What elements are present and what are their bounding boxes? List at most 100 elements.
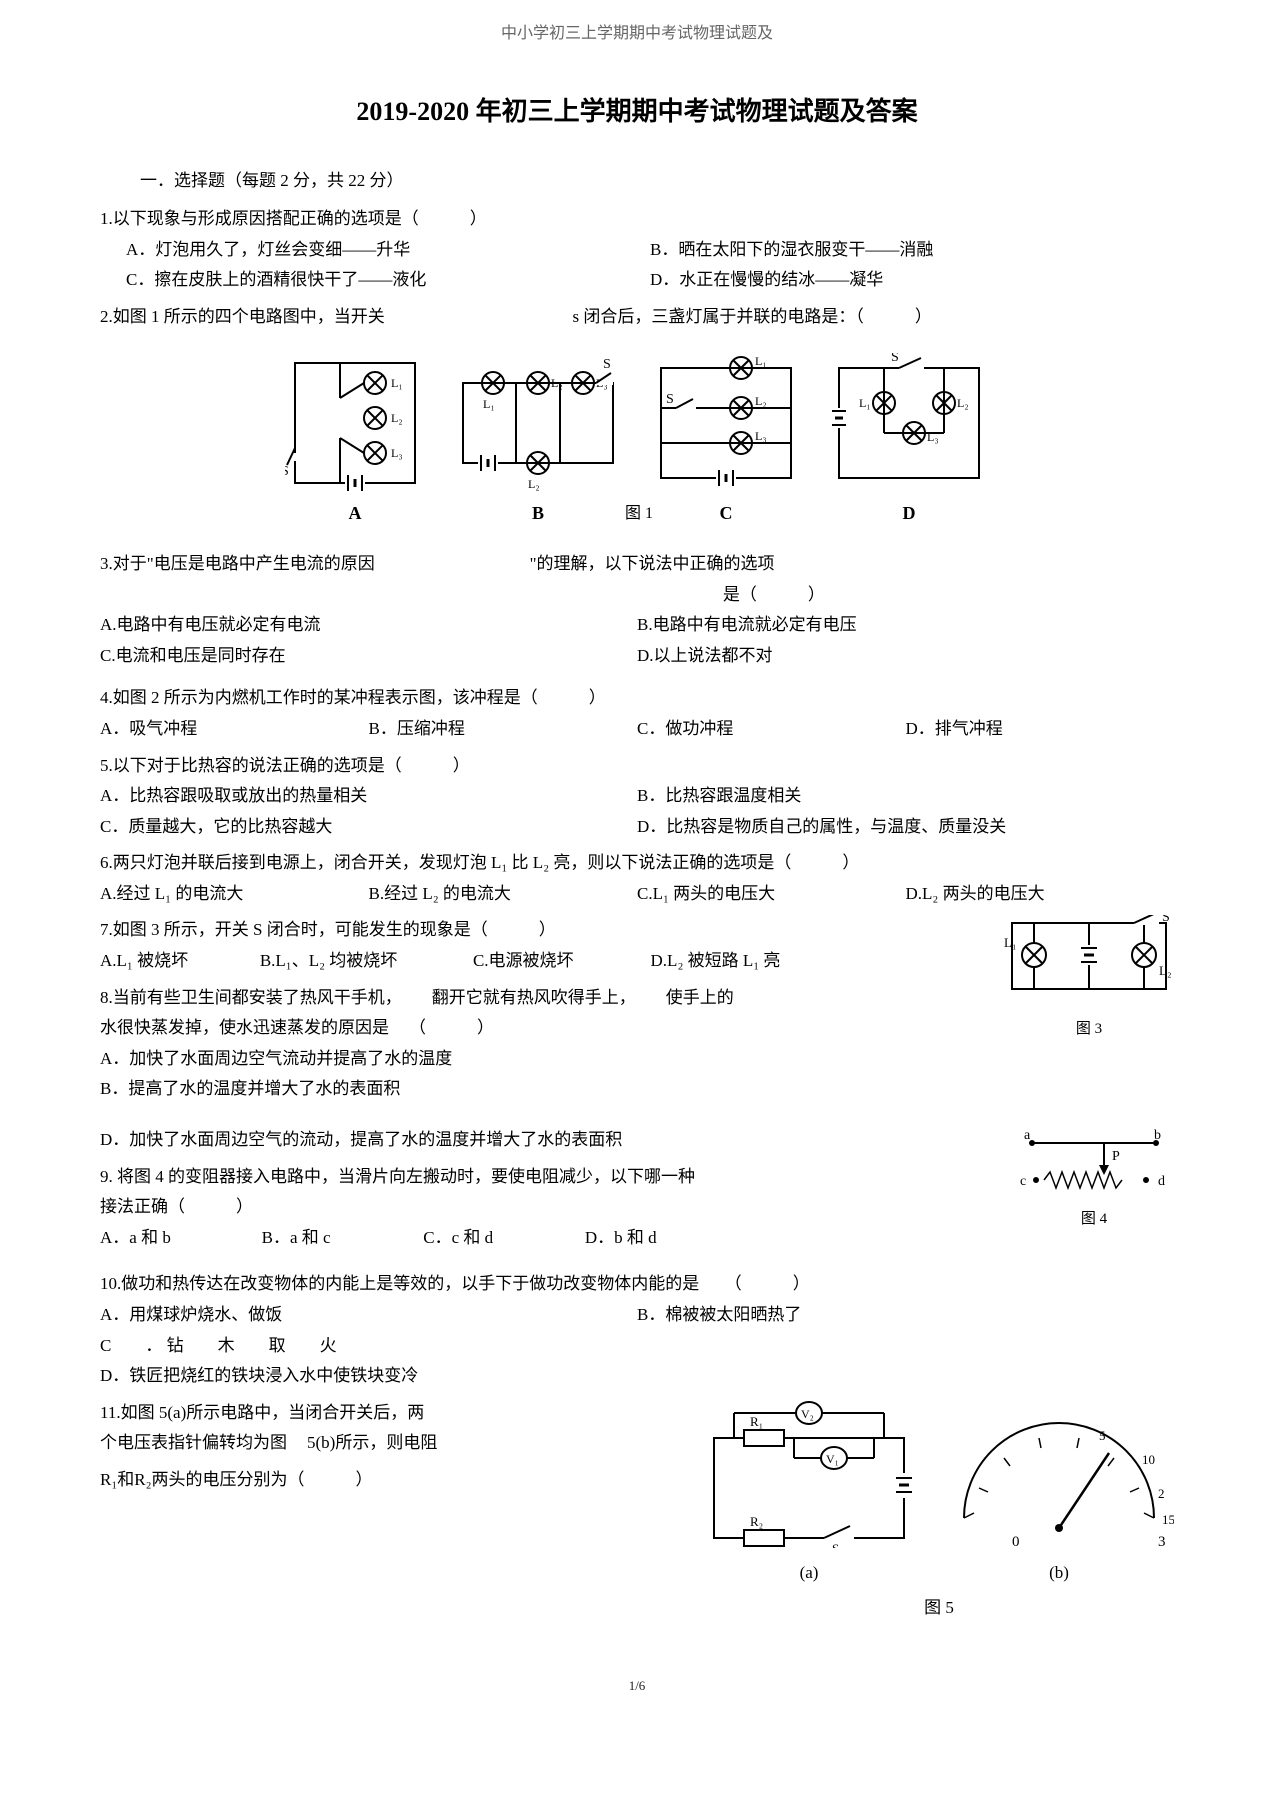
- q3-option-d: D.以上说法都不对: [637, 641, 1174, 672]
- q3-stem-b: "的理解，以下说法中正确的选项: [530, 549, 960, 580]
- q5-option-d: D．比热容是物质自己的属性，与温度、质量没关: [637, 812, 1174, 843]
- circuit-b-label: B: [453, 497, 623, 529]
- figure-1-label: 图 1: [625, 500, 653, 529]
- figure-5b-icon: 5 10 2 15 0 3 (b): [944, 1418, 1174, 1589]
- q6-option-b: B.经过 L₂ 的电流大: [369, 879, 638, 910]
- svg-text:2: 2: [1158, 1486, 1165, 1501]
- q8-stem-d: 水很快蒸发掉，使水迅速蒸发的原因是: [100, 1013, 389, 1044]
- q10-option-d: D．铁匠把烧红的铁块浸入水中使铁块变冷: [100, 1361, 1174, 1392]
- question-3: 3.对于"电压是电路中产生电流的原因 "的理解，以下说法中正确的选项 是（ ） …: [100, 549, 1174, 671]
- q9-option-d: D．b 和 d: [585, 1223, 657, 1254]
- q8-option-d: D．加快了水面周边空气的流动，提高了水的温度并增大了水的表面积: [100, 1125, 1174, 1156]
- q5-stem: 5.以下对于比热容的说法正确的选项是（ ）: [100, 751, 1174, 782]
- q9-stem-a: 9. 将图 4 的变阻器接入电路中，当滑片向左搬动时，要使电阻减少，以下哪一种: [100, 1162, 1174, 1193]
- svg-text:L₃: L₃: [391, 446, 403, 460]
- svg-text:10: 10: [1142, 1452, 1155, 1467]
- question-5: 5.以下对于比热容的说法正确的选项是（ ） A．比热容跟吸取或放出的热量相关 B…: [100, 751, 1174, 843]
- q7-option-d: D.L₂ 被短路 L₁ 亮: [651, 946, 781, 977]
- svg-text:L₃: L₃: [755, 429, 767, 443]
- svg-text:S: S: [832, 1541, 839, 1548]
- svg-text:V₁: V₁: [826, 1452, 839, 1466]
- svg-text:3: 3: [1158, 1534, 1166, 1548]
- figure-5a-icon: V₂ V₁ R₁: [704, 1398, 914, 1589]
- q3-option-b: B.电路中有电流就必定有电压: [637, 610, 1174, 641]
- q7-option-b: B.L₁、L₂ 均被烧坏: [260, 946, 473, 977]
- q4-option-a: A．吸气冲程: [100, 714, 369, 745]
- svg-text:S: S: [666, 392, 674, 407]
- circuit-d-icon: L₁ L₂ L₃ S D: [829, 353, 989, 529]
- q8-stem-e: （ ）: [409, 1013, 494, 1044]
- figure-5: V₂ V₁ R₁: [704, 1398, 1174, 1624]
- svg-text:L₁: L₁: [483, 397, 495, 411]
- q7-option-c: C.电源被烧坏: [473, 946, 651, 977]
- svg-text:a: a: [1024, 1128, 1031, 1143]
- q5-option-a: A．比热容跟吸取或放出的热量相关: [100, 781, 637, 812]
- circuit-a-label: A: [285, 497, 425, 529]
- q2-stem-b: s 闭合后，三盏灯属于并联的电路是：（ ）: [573, 302, 932, 333]
- figure-1: L₁ L₂ L₃ S: [100, 353, 1174, 529]
- svg-text:15: 15: [1162, 1512, 1174, 1527]
- svg-text:L₃: L₃: [927, 430, 939, 444]
- q11-stem-b: 个电压表指针偏转均为图: [100, 1428, 287, 1459]
- circuit-d-label: D: [829, 497, 989, 529]
- q3-stem-a: 3.对于"电压是电路中产生电流的原因: [100, 549, 530, 580]
- svg-text:0: 0: [1012, 1534, 1020, 1548]
- q4-stem: 4.如图 2 所示为内燃机工作时的某冲程表示图，该冲程是（ ）: [100, 683, 1174, 714]
- question-6: 6.两只灯泡并联后接到电源上，闭合开关，发现灯泡 L₁ 比 L₂ 亮，则以下说法…: [100, 848, 1174, 909]
- svg-text:c: c: [1020, 1174, 1026, 1189]
- q6-stem: 6.两只灯泡并联后接到电源上，闭合开关，发现灯泡 L₁ 比 L₂ 亮，则以下说法…: [100, 848, 1174, 879]
- main-title: 2019-2020 年初三上学期期中考试物理试题及答案: [100, 89, 1174, 136]
- q11-stem-c: 5(b)所示，则电阻: [307, 1428, 437, 1459]
- question-10: 10.做功和热传达在改变物体的内能上是等效的，以手下于做功改变物体内能的是 （ …: [100, 1269, 1174, 1391]
- q8-option-d-wrap: D．加快了水面周边空气的流动，提高了水的温度并增大了水的表面积: [100, 1125, 1174, 1156]
- svg-text:L₂: L₂: [755, 394, 767, 408]
- q6-option-c: C.L₁ 两头的电压大: [637, 879, 906, 910]
- figure-4: a b P c d 图 4: [1014, 1125, 1174, 1233]
- q1-option-d: D．水正在慢慢的结冰——凝华: [650, 265, 1174, 296]
- q9-stem-b: 接法正确（ ）: [100, 1192, 1174, 1223]
- svg-text:L₁: L₁: [859, 396, 871, 410]
- figure-3: L₁ L₂ S 图 3: [1004, 915, 1174, 1043]
- svg-text:R₁: R₁: [750, 1414, 763, 1429]
- section-1-label: 一．选择题（每题 2 分，共 22 分）: [140, 166, 1174, 197]
- q7-option-a: A.L₁ 被烧坏: [100, 946, 260, 977]
- q6-option-a: A.经过 L₁ 的电流大: [100, 879, 369, 910]
- q10-option-c-text: 钻 木 取 火: [167, 1336, 337, 1355]
- q8-stem-b: 翻开它就有热风吹得手上，: [432, 983, 636, 1014]
- q3-stem-c: 是（ ）: [723, 580, 1174, 611]
- circuit-b-icon: L₁ L₂ L₃ L₂ S: [453, 353, 623, 529]
- q4-option-b: B．压缩冲程: [369, 714, 638, 745]
- svg-text:d: d: [1158, 1174, 1165, 1189]
- figure-3-label: 图 3: [1004, 1016, 1174, 1043]
- svg-text:V₂: V₂: [801, 1407, 814, 1421]
- q5-option-b: B．比热容跟温度相关: [637, 781, 1174, 812]
- q1-stem: 1.以下现象与形成原因搭配正确的选项是（ ）: [100, 204, 1174, 235]
- q10-option-b: B．棉被被太阳晒热了: [637, 1300, 1174, 1331]
- q1-option-a: A．灯泡用久了，灯丝会变细——升华: [126, 235, 650, 266]
- circuit-c-label: C: [651, 497, 801, 529]
- svg-text:S: S: [1162, 915, 1170, 925]
- figure-5-label: 图 5: [704, 1593, 1174, 1624]
- svg-text:L₂: L₂: [1159, 963, 1171, 978]
- q4-option-d: D．排气冲程: [906, 714, 1175, 745]
- svg-text:L₂: L₂: [957, 396, 969, 410]
- q4-option-c: C．做功冲程: [637, 714, 906, 745]
- q3-option-c: C.电流和电压是同时存在: [100, 641, 637, 672]
- question-1: 1.以下现象与形成原因搭配正确的选项是（ ） A．灯泡用久了，灯丝会变细——升华…: [100, 204, 1174, 296]
- circuit-a-icon: L₁ L₂ L₃ S: [285, 353, 425, 529]
- question-2: 2.如图 1 所示的四个电路图中，当开关 s 闭合后，三盏灯属于并联的电路是：（…: [100, 302, 1174, 333]
- svg-text:L₂: L₂: [391, 411, 403, 425]
- q10-stem: 10.做功和热传达在改变物体的内能上是等效的，以手下于做功改变物体内能的是 （ …: [100, 1269, 1174, 1300]
- q9-option-a: A．a 和 b: [100, 1223, 262, 1254]
- q8-option-b: B．提高了水的温度并增大了水的表面积: [100, 1074, 1174, 1105]
- q2-stem-a: 2.如图 1 所示的四个电路图中，当开关: [100, 302, 573, 333]
- q8-stem-a: 8.当前有些卫生间都安装了热风干手机，: [100, 983, 402, 1014]
- svg-text:L₁: L₁: [1004, 935, 1016, 950]
- q9-option-b: B．a 和 c: [262, 1223, 424, 1254]
- circuit-c-icon: L₁ L₂ L₃ S C: [651, 353, 801, 529]
- q6-option-d: D.L₂ 两头的电压大: [906, 879, 1175, 910]
- figure-5b-label: (b): [944, 1558, 1174, 1589]
- q1-option-b: B．晒在太阳下的湿衣服变干——消融: [650, 235, 1174, 266]
- svg-text:R₂: R₂: [750, 1514, 763, 1529]
- q1-option-c: C．擦在皮肤上的酒精很快干了——液化: [126, 265, 650, 296]
